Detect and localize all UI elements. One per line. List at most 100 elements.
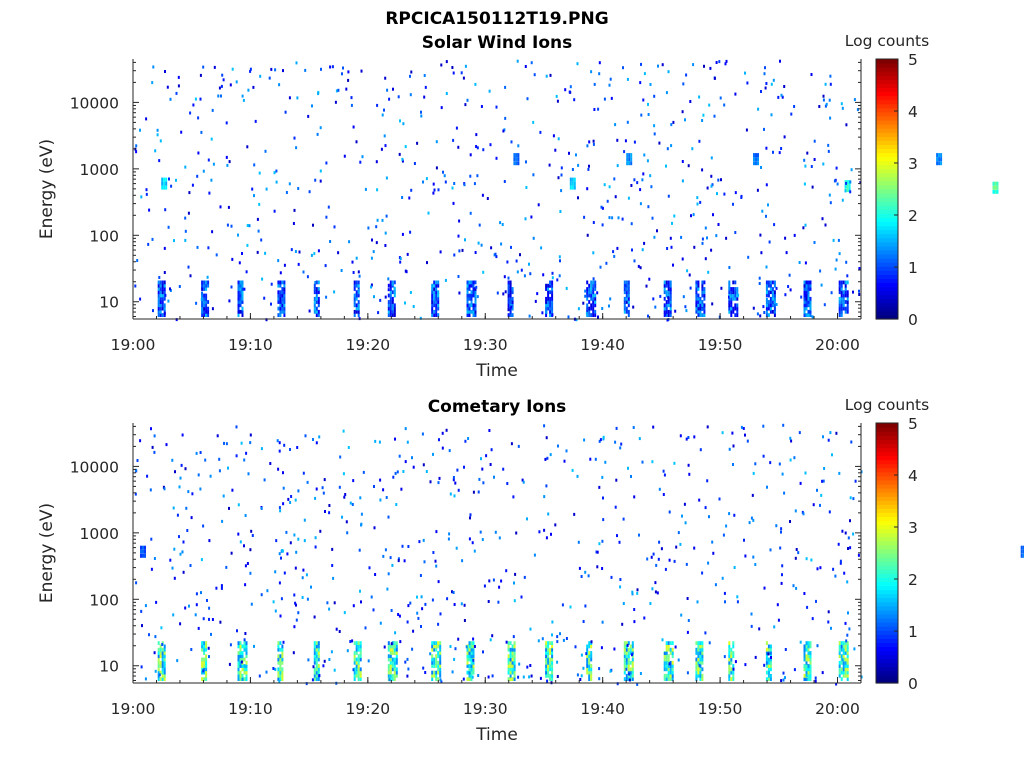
spectrogram-cell [840, 300, 843, 304]
spectrogram-cell [698, 663, 701, 667]
spectrogram-cell [431, 670, 434, 675]
colorbar-segment [876, 654, 898, 660]
y-tick-label: 10000 [70, 94, 119, 112]
spectrogram-cell [173, 547, 176, 551]
colorbar-segment [876, 115, 898, 121]
spectrogram-cell [372, 250, 375, 254]
colorbar-segment [876, 314, 898, 320]
panel-title-cometary: Cometary Ions [428, 397, 567, 417]
spectrogram-cell [528, 262, 530, 266]
spectrogram-cell [238, 261, 241, 265]
spectrogram-cell [710, 156, 713, 160]
spectrogram-cell [140, 665, 143, 669]
spectrogram-cell [275, 539, 278, 543]
spectrogram-cell [189, 111, 192, 115]
spectrogram-cell [763, 72, 766, 76]
spectrogram-cell [435, 300, 438, 304]
spectrogram-cell [734, 92, 737, 96]
spectrogram-cell [294, 498, 297, 502]
spectrogram-cell [522, 480, 525, 484]
spectrogram-cell [146, 474, 149, 478]
spectrogram-cell [293, 625, 296, 629]
spectrogram-cell [163, 185, 166, 190]
spectrogram-cell [549, 306, 552, 311]
colorbar-segment [876, 646, 898, 652]
spectrogram-cell [525, 160, 527, 164]
spectrogram-cell [695, 296, 698, 301]
spectrogram-cell [437, 293, 440, 298]
spectrogram-cell [438, 438, 440, 442]
spectrogram-cell [331, 547, 334, 551]
spectrogram-cell [623, 300, 626, 304]
spectrogram-cell [247, 472, 250, 476]
spectrogram-cell [505, 640, 508, 644]
spectrogram-cell [243, 287, 246, 291]
spectrogram-cell [555, 94, 558, 98]
spectrogram-cell [797, 551, 800, 555]
spectrogram-cell [469, 516, 471, 520]
spectrogram-cell [663, 654, 666, 659]
spectrogram-cell [752, 306, 755, 310]
spectrogram-cell [627, 300, 630, 304]
colorbar-segment [876, 496, 898, 501]
spectrogram-cell [834, 574, 837, 578]
spectrogram-cell [325, 215, 328, 219]
spectrogram-cell [277, 667, 280, 672]
spectrogram-cell [249, 67, 252, 71]
spectrogram-cell [590, 296, 593, 301]
spectrogram-cell [592, 283, 595, 288]
spectrogram-cell [819, 269, 822, 273]
spectrogram-cell [359, 589, 361, 593]
spectrogram-cell [667, 670, 670, 675]
spectrogram-cell [602, 437, 605, 441]
spectrogram-cell [178, 485, 181, 489]
colorbar-segment [876, 205, 898, 210]
spectrogram-cell [205, 287, 208, 291]
spectrogram-cell [647, 113, 650, 116]
spectrogram-cell [475, 133, 478, 137]
spectrogram-cell [389, 287, 392, 291]
spectrogram-cell [547, 673, 550, 678]
spectrogram-cell [472, 651, 475, 655]
spectrogram-cell [592, 300, 595, 304]
spectrogram-cell [549, 296, 552, 301]
spectrogram-cell [359, 496, 362, 500]
spectrogram-cell [661, 63, 664, 67]
spectrogram-cell [228, 662, 231, 666]
spectrogram-cell [669, 651, 672, 655]
spectrogram-cell [697, 664, 700, 668]
spectrogram-cell [849, 546, 852, 550]
spectrogram-cell [832, 238, 835, 242]
spectrogram-cell [466, 287, 469, 291]
spectrogram-cell [598, 667, 601, 671]
spectrogram-cell [507, 303, 510, 308]
spectrogram-cell [631, 670, 634, 675]
colorbar-segment [876, 67, 898, 72]
spectrogram-cell [728, 670, 731, 675]
spectrogram-cell [809, 677, 812, 681]
spectrogram-cell [697, 309, 700, 314]
spectrogram-cell [184, 606, 187, 610]
spectrogram-cell [684, 305, 687, 309]
spectrogram-cell [260, 447, 263, 451]
spectrogram-cell [547, 512, 550, 516]
colorbar-segment [876, 245, 898, 251]
spectrogram-cell [150, 427, 152, 431]
spectrogram-cell [799, 481, 802, 485]
spectrogram-cell [734, 290, 737, 295]
spectrogram-cell [518, 662, 521, 666]
spectrogram-cell [228, 506, 230, 510]
spectrogram-cell [546, 679, 549, 683]
spectrogram-cell [511, 644, 514, 649]
spectrogram-cell [342, 429, 345, 433]
spectrogram-cell [337, 251, 340, 255]
spectrogram-cell [758, 627, 761, 631]
spectrogram-cell [386, 587, 389, 591]
spectrogram-cell [322, 664, 325, 668]
spectrogram-cell [769, 283, 772, 288]
colorbar-segment [876, 189, 898, 194]
spectrogram-cell [389, 647, 392, 652]
spectrogram-cell [416, 611, 419, 615]
spectrogram-cell [696, 600, 699, 604]
spectrogram-cell [468, 283, 471, 288]
